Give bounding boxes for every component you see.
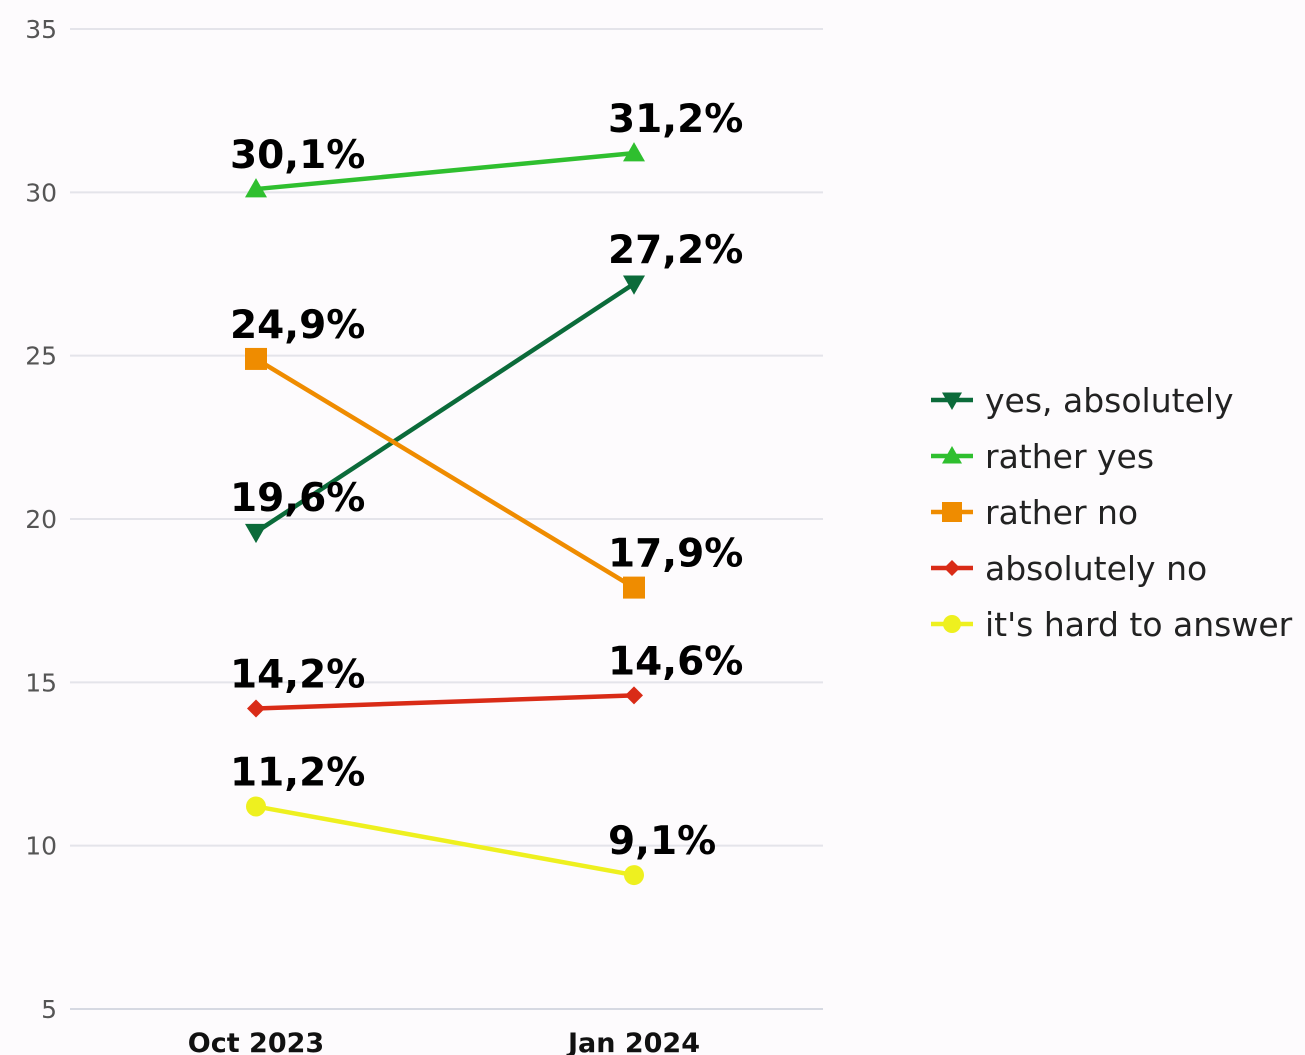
series-line [255, 150, 635, 192]
y-tick-label: 35 [25, 15, 57, 44]
y-tick-label: 25 [25, 342, 57, 371]
diamond-marker [944, 560, 960, 576]
legend-item: rather no [931, 493, 1138, 532]
legend-item: absolutely no [931, 549, 1207, 588]
y-tick-label: 10 [25, 832, 57, 861]
y-tick-label: 30 [25, 178, 57, 207]
square-marker [245, 347, 267, 370]
x-tick-label: Jan 2024 [566, 1028, 700, 1055]
diamond-marker [247, 699, 265, 718]
legend: yes, absolutely rather yes rather no absolu… [931, 381, 1293, 644]
triangle-up-marker [623, 142, 645, 162]
legend-label: rather yes [985, 437, 1154, 476]
y-tick-label: 15 [25, 668, 57, 697]
series-lines [254, 150, 636, 878]
data-labels: 19,6% 27,2% 30,1% 31,2% 24,9% 17,9% 14,2% 14,6%… [230, 97, 743, 864]
triangle-up-marker [245, 178, 267, 198]
series-markers [245, 142, 645, 886]
data-label: 27,2% [608, 228, 743, 273]
legend-item: it's hard to answer [931, 605, 1293, 644]
triangle-down-marker [245, 523, 267, 544]
triangle-down-marker [942, 392, 962, 410]
y-axis: 5 10 15 20 25 30 35 [25, 15, 57, 1024]
triangle-up-marker [942, 446, 962, 464]
series-line [255, 693, 635, 711]
triangle-down-marker [623, 275, 645, 295]
series-line [254, 281, 636, 534]
data-label: 30,1% [230, 133, 365, 178]
data-label: 19,6% [230, 476, 365, 521]
x-tick-label: Oct 2023 [188, 1028, 324, 1055]
data-label: 14,2% [230, 652, 365, 697]
y-tick-label: 20 [25, 505, 57, 534]
circle-marker [624, 865, 644, 886]
square-marker [942, 502, 962, 522]
data-label: 24,9% [230, 303, 365, 348]
series-line [254, 357, 636, 590]
series-line [255, 804, 635, 878]
circle-marker [246, 796, 266, 817]
square-marker [623, 576, 645, 599]
legend-item: rather yes [931, 437, 1154, 476]
circle-marker [943, 615, 961, 633]
data-label: 31,2% [608, 97, 743, 142]
gridlines [70, 28, 823, 1010]
y-tick-label: 5 [41, 995, 57, 1024]
data-label: 17,9% [608, 532, 743, 577]
legend-item: yes, absolutely [931, 381, 1234, 420]
legend-label: rather no [985, 493, 1138, 532]
legend-label: it's hard to answer [985, 605, 1293, 644]
data-label: 11,2% [230, 750, 365, 795]
x-axis: Oct 2023 Jan 2024 [188, 1028, 700, 1055]
data-label: 14,6% [608, 639, 743, 684]
legend-label: yes, absolutely [985, 381, 1234, 420]
diamond-marker [625, 686, 643, 705]
legend-label: absolutely no [985, 549, 1207, 588]
data-label: 9,1% [608, 819, 716, 864]
